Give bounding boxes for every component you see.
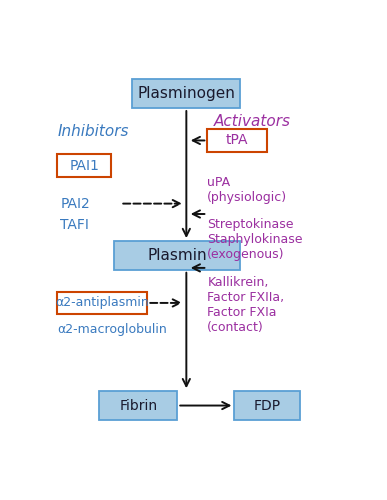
Text: Kallikrein,
Factor FXIIa,
Factor FXIa
(contact): Kallikrein, Factor FXIIa, Factor FXIa (c…: [207, 276, 284, 334]
FancyBboxPatch shape: [57, 292, 147, 314]
FancyBboxPatch shape: [115, 241, 240, 270]
FancyBboxPatch shape: [99, 391, 177, 420]
Text: PAI2: PAI2: [60, 198, 90, 211]
Text: Fibrin: Fibrin: [119, 398, 158, 412]
FancyBboxPatch shape: [132, 79, 240, 108]
FancyBboxPatch shape: [207, 130, 267, 152]
Text: α2-macroglobulin: α2-macroglobulin: [57, 323, 167, 336]
Text: TAFI: TAFI: [60, 218, 89, 232]
Text: Plasmin: Plasmin: [147, 248, 207, 263]
Text: Plasminogen: Plasminogen: [137, 86, 235, 101]
Text: α2-antiplasmin: α2-antiplasmin: [55, 296, 149, 310]
FancyBboxPatch shape: [235, 391, 300, 420]
Text: PAI1: PAI1: [69, 159, 99, 173]
FancyBboxPatch shape: [57, 154, 111, 178]
Text: Inhibitors: Inhibitors: [57, 124, 129, 138]
Text: Streptokinase
Staphylokinase
(exogenous): Streptokinase Staphylokinase (exogenous): [207, 218, 303, 261]
Text: FDP: FDP: [254, 398, 281, 412]
Text: tPA: tPA: [226, 134, 248, 147]
Text: uPA
(physiologic): uPA (physiologic): [207, 176, 288, 204]
Text: Activators: Activators: [213, 114, 290, 129]
